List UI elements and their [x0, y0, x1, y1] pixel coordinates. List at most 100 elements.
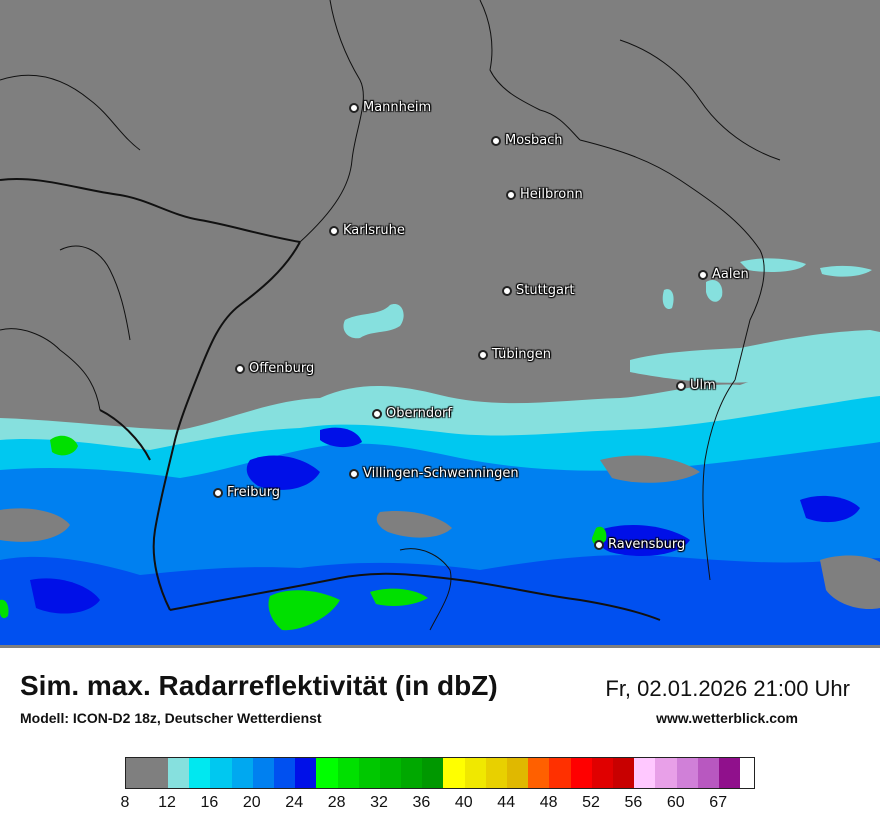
legend-color-swatch	[401, 758, 423, 788]
city-dot-icon	[698, 269, 708, 280]
city-marker-villingen-schwenningen[interactable]: Villingen-Schwenningen	[349, 466, 519, 481]
radar-green-cell	[370, 588, 428, 606]
legend-color-swatch	[570, 758, 592, 788]
legend-tick-label: 20	[242, 794, 261, 811]
legend-color-swatch	[634, 758, 656, 788]
legend-tick-label: 40	[454, 794, 473, 811]
radar-light-cyan-patch	[820, 265, 872, 277]
city-marker-offenburg[interactable]: Offenburg	[235, 361, 314, 376]
city-marker-freiburg[interactable]: Freiburg	[213, 485, 280, 500]
radar-blue-area	[0, 554, 880, 648]
city-label: Oberndorf	[386, 406, 452, 421]
legend-tick-label: 44	[497, 794, 516, 811]
legend-color-swatch	[316, 758, 338, 788]
city-marker-mannheim[interactable]: Mannheim	[349, 100, 431, 115]
city-marker-ulm[interactable]: Ulm	[676, 378, 716, 393]
legend-color-swatch	[485, 758, 507, 788]
legend-color-swatch	[189, 758, 211, 788]
radar-deep-blue-cell	[800, 495, 860, 523]
radar-deep-blue-cell	[30, 578, 100, 614]
legend-color-swatch	[273, 758, 296, 788]
website-link[interactable]: www.wetterblick.com	[656, 710, 798, 726]
radar-green-cell	[50, 435, 78, 456]
legend-color-swatch	[422, 758, 444, 788]
radar-gap	[376, 510, 452, 538]
legend-color-swatch	[718, 758, 741, 788]
city-label: Karlsruhe	[343, 223, 405, 238]
legend-color-swatch	[507, 758, 529, 788]
legend-tick-label: 48	[539, 794, 558, 811]
city-dot-icon	[478, 349, 488, 360]
radar-gap	[600, 455, 700, 483]
city-label: Mannheim	[363, 100, 432, 115]
city-label: Tübingen	[492, 347, 551, 362]
city-marker-ravensburg[interactable]: Ravensburg	[594, 537, 685, 552]
legend-tick-label: 36	[412, 794, 431, 811]
legend-tick-label: 60	[666, 794, 685, 811]
legend-tick-label: 24	[285, 794, 304, 811]
city-dot-icon	[349, 468, 359, 479]
legend-color-swatch	[528, 758, 550, 788]
forecast-datetime: Fr, 02.01.2026 21:00 Uhr	[605, 676, 850, 701]
national-borders	[0, 178, 661, 621]
legend-color-swatch	[443, 758, 465, 788]
city-dot-icon	[676, 380, 686, 391]
state-borders	[0, 0, 781, 631]
legend-color-swatch	[676, 758, 698, 788]
radar-gap	[0, 645, 880, 648]
legend-color-swatch	[295, 758, 317, 788]
legend-color-swatch	[697, 758, 719, 788]
city-label: Stuttgart	[516, 283, 575, 298]
city-label: Ravensburg	[608, 537, 686, 552]
legend-tick-label: 28	[327, 794, 346, 811]
legend-color-swatch	[549, 758, 571, 788]
city-dot-icon	[372, 408, 382, 419]
radar-light-cyan-patch	[740, 258, 806, 272]
city-dot-icon	[502, 285, 512, 296]
radar-layer	[0, 0, 880, 648]
legend-color-swatch	[168, 758, 190, 788]
city-marker-stuttgart[interactable]: Stuttgart	[502, 283, 574, 298]
legend-color-swatch	[252, 758, 274, 788]
city-label: Aalen	[712, 267, 749, 282]
radar-green-cell	[0, 599, 9, 619]
radar-light-cyan-patch	[662, 289, 674, 310]
model-subtitle: Modell: ICON-D2 18z, Deutscher Wetterdie…	[20, 710, 322, 726]
legend-color-swatch	[358, 758, 380, 788]
city-marker-karlsruhe[interactable]: Karlsruhe	[329, 223, 405, 238]
city-marker-mosbach[interactable]: Mosbach	[491, 133, 563, 148]
city-dot-icon	[213, 487, 223, 498]
legend-tick-label: 52	[582, 794, 600, 811]
radar-map: Mannheim Mosbach Heilbronn Karlsruhe Aal…	[0, 0, 880, 648]
city-marker-aalen[interactable]: Aalen	[698, 267, 749, 282]
radar-green-cell	[268, 590, 340, 631]
color-scale-legend	[125, 757, 755, 789]
map-title: Sim. max. Radarreflektivität (in dbZ)	[20, 670, 498, 701]
city-marker-heilbronn[interactable]: Heilbronn	[506, 187, 583, 202]
legend-color-swatch	[612, 758, 635, 788]
legend-color-swatch	[464, 758, 486, 788]
city-dot-icon	[349, 102, 359, 113]
city-marker-tuebingen[interactable]: Tübingen	[478, 347, 551, 362]
legend-color-swatch	[231, 758, 253, 788]
legend-tick-label: 56	[624, 794, 643, 811]
city-marker-oberndorf[interactable]: Oberndorf	[372, 406, 452, 421]
legend-tick-label: 12	[158, 794, 176, 811]
city-dot-icon	[594, 539, 604, 550]
radar-deep-blue-cell	[596, 525, 690, 556]
city-dot-icon	[491, 135, 501, 146]
city-label: Offenburg	[249, 361, 315, 376]
city-dot-icon	[329, 225, 339, 236]
legend-color-swatch	[591, 758, 613, 788]
radar-deep-blue-cell	[320, 427, 362, 448]
radar-light-cyan-patch	[630, 330, 880, 383]
city-label: Ulm	[690, 378, 716, 393]
legend-color-swatch	[337, 758, 359, 788]
city-dot-icon	[506, 189, 516, 200]
city-label: Mosbach	[505, 133, 563, 148]
city-dot-icon	[235, 363, 245, 374]
city-label: Villingen-Schwenningen	[363, 466, 519, 481]
legend-color-swatch	[210, 758, 232, 788]
radar-deep-blue-cell	[246, 455, 320, 490]
radar-light-cyan-patch	[706, 279, 723, 302]
